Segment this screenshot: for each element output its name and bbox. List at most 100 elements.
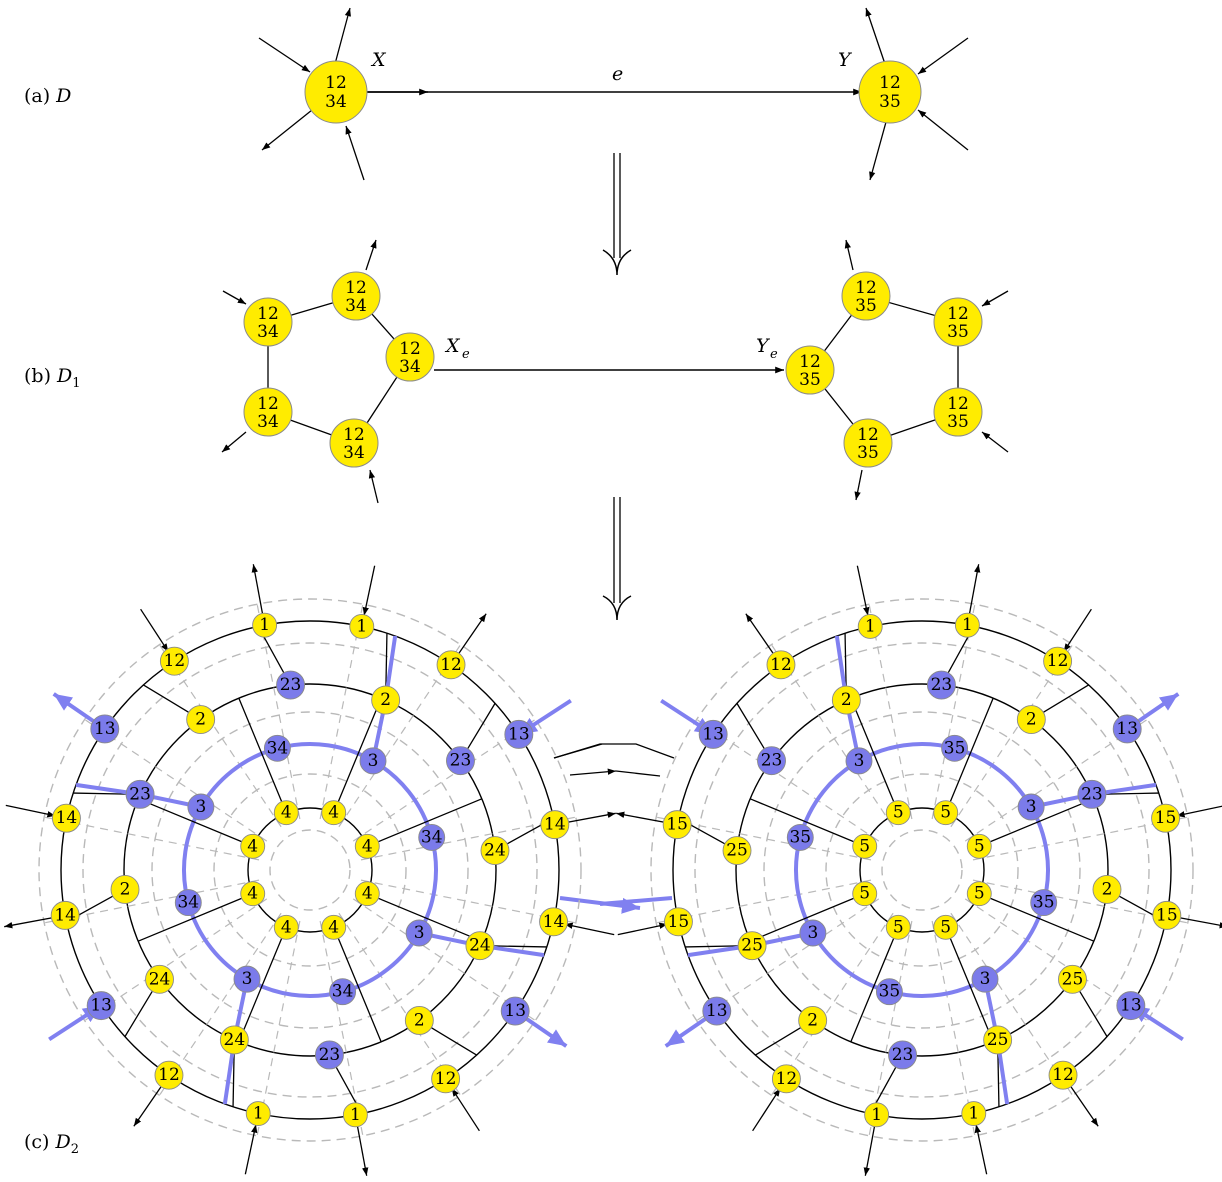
vertex-ye-name: Y xyxy=(756,335,771,357)
svg-text:15: 15 xyxy=(668,912,690,932)
svg-text:15: 15 xyxy=(1155,808,1177,828)
left-middle-node: 2 xyxy=(371,685,401,715)
right-path-node: 35 xyxy=(786,823,814,851)
panel-c: (c) D2 1121314141312111213141413121223242… xyxy=(4,564,1222,1176)
left-middle-node: 24 xyxy=(219,1025,249,1055)
svg-text:3: 3 xyxy=(414,923,425,943)
left-path-node: 34 xyxy=(418,823,446,851)
left-outer-node: 12 xyxy=(436,650,466,680)
svg-text:3: 3 xyxy=(854,751,865,771)
right-inner-node: 5 xyxy=(852,881,878,907)
svg-text:14: 14 xyxy=(543,912,565,932)
svg-text:1: 1 xyxy=(253,1104,264,1124)
svg-text:23: 23 xyxy=(931,675,953,695)
right-outer-node: 15 xyxy=(662,810,692,840)
right-inner-node: 5 xyxy=(933,800,959,826)
vertex-x: 12 34 xyxy=(304,60,368,124)
right-inner-node: 5 xyxy=(885,914,911,940)
svg-text:1: 1 xyxy=(871,1105,882,1125)
right-inner-node: 5 xyxy=(966,881,992,907)
svg-text:14: 14 xyxy=(54,905,76,925)
svg-text:5: 5 xyxy=(859,836,870,856)
svg-text:13: 13 xyxy=(504,1001,526,1021)
right-middle-node: 23 xyxy=(757,746,786,776)
left-middle-node: 2 xyxy=(186,705,216,734)
left-middle-node: 24 xyxy=(480,836,510,866)
svg-text:35: 35 xyxy=(1033,893,1055,913)
svg-text:e: e xyxy=(462,347,470,362)
svg-text:25: 25 xyxy=(987,1030,1009,1050)
svg-text:14: 14 xyxy=(56,808,78,828)
right-outer-node: 15 xyxy=(1152,900,1182,930)
left-middle-node: 23 xyxy=(125,779,155,809)
vertex-y-name: Y xyxy=(838,49,853,71)
right-outer-node: 1 xyxy=(961,1101,987,1127)
svg-text:12: 12 xyxy=(855,278,877,298)
right-middle-node: 23 xyxy=(1077,779,1107,809)
svg-text:12: 12 xyxy=(345,278,367,298)
left-gadget: 1121314141312111213141413121223242422324… xyxy=(4,564,616,1176)
svg-text:13: 13 xyxy=(508,724,530,744)
svg-text:34: 34 xyxy=(343,443,365,463)
panel-c-label: (c) D2 xyxy=(24,1131,79,1157)
right-path-node: 35 xyxy=(1030,889,1058,917)
right-path-node: 35 xyxy=(875,978,903,1006)
left-middle-node: 2 xyxy=(404,1006,434,1035)
svg-text:12: 12 xyxy=(435,1069,457,1089)
svg-text:12: 12 xyxy=(947,394,969,414)
right-middle-node: 23 xyxy=(888,1040,918,1070)
svg-text:e: e xyxy=(770,347,778,362)
left-inner-node: 4 xyxy=(273,800,299,826)
svg-text:5: 5 xyxy=(859,884,870,904)
left-path-node: 3 xyxy=(187,793,215,821)
svg-text:4: 4 xyxy=(362,884,373,904)
right-middle-node: 2 xyxy=(1016,705,1046,734)
svg-text:12: 12 xyxy=(799,352,821,372)
svg-text:35: 35 xyxy=(857,443,879,463)
svg-text:12: 12 xyxy=(158,1065,180,1085)
left-outer-node: 1 xyxy=(245,1101,271,1127)
svg-text:23: 23 xyxy=(1081,784,1103,804)
svg-text:5: 5 xyxy=(893,917,904,937)
svg-text:3: 3 xyxy=(195,797,206,817)
svg-text:5: 5 xyxy=(940,917,951,937)
svg-text:23: 23 xyxy=(129,784,151,804)
svg-text:3: 3 xyxy=(1026,797,1037,817)
left-middle-node: 24 xyxy=(145,964,174,994)
right-outer-node: 13 xyxy=(1112,714,1142,744)
left-path-node: 3 xyxy=(233,965,261,993)
svg-text:4: 4 xyxy=(362,836,373,856)
left-outer-node: 1 xyxy=(252,612,278,638)
vertex-y: 12 35 xyxy=(858,60,922,124)
svg-text:24: 24 xyxy=(469,936,491,956)
svg-text:4: 4 xyxy=(328,917,339,937)
svg-text:2: 2 xyxy=(414,1010,425,1030)
vertex-x-name: X xyxy=(370,49,387,71)
svg-text:5: 5 xyxy=(893,803,904,823)
svg-text:13: 13 xyxy=(1116,719,1138,739)
svg-text:34: 34 xyxy=(399,357,421,377)
svg-text:13: 13 xyxy=(706,1001,728,1021)
right-outer-node: 13 xyxy=(1116,991,1146,1021)
svg-text:34: 34 xyxy=(332,982,354,1002)
right-path-node: 3 xyxy=(799,919,827,947)
right-middle-node: 2 xyxy=(1092,874,1122,904)
left-outer-node: 14 xyxy=(540,810,570,840)
svg-text:2: 2 xyxy=(195,710,206,730)
transform-arrow-2 xyxy=(602,497,632,621)
svg-text:5: 5 xyxy=(940,803,951,823)
svg-text:34: 34 xyxy=(345,296,367,316)
svg-text:12: 12 xyxy=(1047,651,1069,671)
svg-text:13: 13 xyxy=(702,724,724,744)
svg-text:4: 4 xyxy=(328,803,339,823)
right-path-node: 35 xyxy=(941,734,969,762)
left-outer-node: 12 xyxy=(431,1064,461,1094)
panel-a-label: (a) D xyxy=(24,85,71,107)
